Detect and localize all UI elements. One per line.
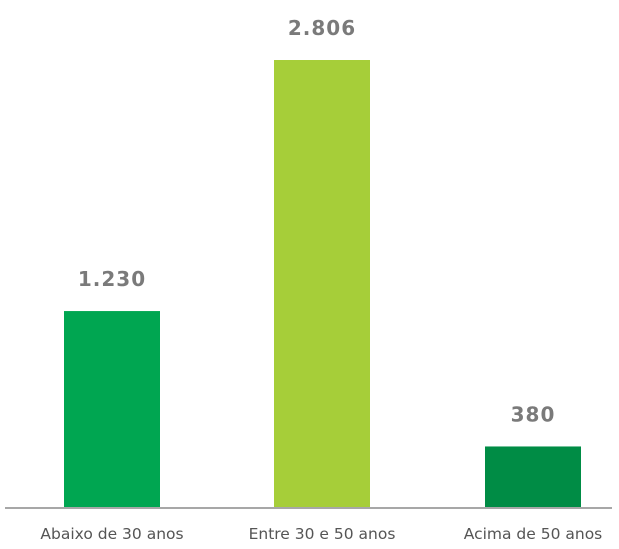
- category-label-3: Acima de 50 anos: [464, 525, 603, 543]
- bar-2: [274, 60, 370, 507]
- bar-3: [485, 446, 581, 507]
- bar-value-label-2: 2.806: [288, 16, 356, 40]
- category-label-1: Abaixo de 30 anos: [40, 525, 183, 543]
- bar-value-label-1: 1.230: [78, 267, 146, 291]
- bar-value-label-3: 380: [511, 402, 556, 426]
- category-labels-group: Abaixo de 30 anos Entre 30 e 50 anos Acima…: [40, 525, 602, 543]
- bars-group: [64, 60, 581, 507]
- category-label-2: Entre 30 e 50 anos: [249, 525, 396, 543]
- value-labels-group: 1.230 2.806 380: [78, 16, 556, 426]
- bar-1: [64, 311, 160, 507]
